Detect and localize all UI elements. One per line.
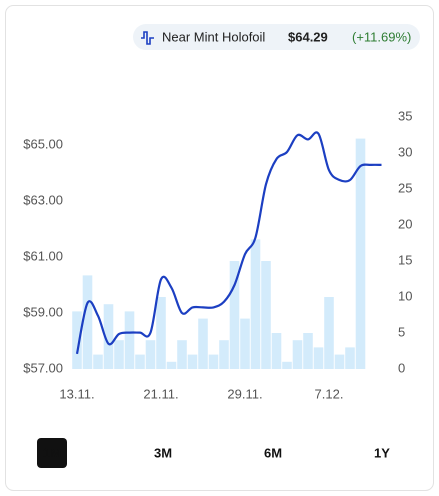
y-tick-label: $59.00: [23, 304, 63, 319]
volume-bar: [124, 311, 135, 369]
range-button[interactable]: 6M: [264, 445, 282, 460]
y-tick-label: $63.00: [23, 192, 63, 207]
volume-bar: [187, 354, 198, 369]
x-tick-label: 13.11.: [59, 386, 94, 401]
y2-tick-label: 15: [398, 252, 412, 267]
volume-bar: [93, 354, 103, 369]
x-tick-label: 29.11.: [227, 386, 262, 401]
volume-bar: [166, 361, 177, 369]
y2-tick-label: 35: [398, 108, 412, 123]
volume-bar: [229, 261, 240, 369]
volume-bar: [271, 333, 282, 369]
range-button[interactable]: 3M: [154, 445, 172, 460]
volume-bar: [103, 304, 114, 369]
volume-bar: [135, 354, 145, 369]
legend-value: $64.29: [288, 29, 328, 44]
volume-bar: [145, 340, 156, 369]
volume-bar: [313, 347, 324, 369]
y2-tick-label: 20: [398, 216, 412, 231]
volume-bar: [240, 318, 250, 369]
volume-bar: [208, 354, 219, 369]
y-tick-label: $65.00: [23, 136, 63, 151]
volume-bar: [177, 340, 187, 369]
price-line: [75, 131, 382, 355]
legend-pill: [133, 24, 420, 50]
y-tick-label: $61.00: [23, 248, 63, 263]
y2-tick-label: 0: [398, 360, 405, 375]
y-tick-label: $57.00: [23, 360, 63, 375]
volume-bar: [355, 138, 366, 369]
legend-icon: [141, 31, 154, 45]
volume-bar: [198, 318, 208, 369]
y2-tick-label: 30: [398, 144, 412, 159]
x-tick-label: 7.12.: [315, 386, 344, 401]
legend-name: Near Mint Holofoil: [162, 29, 265, 44]
volume-bar: [72, 311, 82, 369]
volume-bar: [334, 354, 345, 369]
volume-bar: [345, 347, 355, 369]
volume-bar: [261, 261, 271, 369]
y2-tick-label: 5: [398, 324, 405, 339]
volume-bar: [324, 297, 334, 369]
volume-bar: [156, 297, 166, 369]
range-button-bg: [37, 438, 67, 468]
volume-bar: [114, 340, 124, 369]
range-button[interactable]: 1M: [43, 445, 61, 460]
range-button[interactable]: 1Y: [374, 445, 390, 460]
y2-tick-label: 10: [398, 288, 412, 303]
volume-bar: [282, 361, 292, 369]
legend-change: (+11.69%): [352, 29, 411, 44]
y2-tick-label: 25: [398, 180, 412, 195]
volume-bar: [82, 275, 93, 369]
card-border: [5, 5, 434, 491]
x-tick-label: 21.11.: [143, 386, 178, 401]
volume-bar: [250, 239, 261, 369]
volume-bar: [292, 340, 303, 369]
volume-bar: [219, 340, 229, 369]
volume-bar: [303, 333, 313, 369]
